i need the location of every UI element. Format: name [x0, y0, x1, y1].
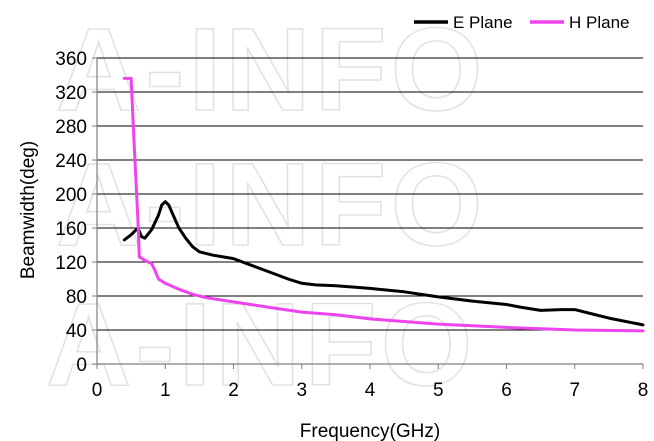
- x-tick-label-3: 3: [296, 380, 307, 401]
- watermark-text-1: A-INFO: [56, 4, 486, 136]
- y-tick-label-40: 40: [66, 321, 87, 342]
- x-tick-label-1: 1: [160, 380, 171, 401]
- watermark-text-2: A-INFO: [56, 139, 486, 271]
- tick-labels: 0 40 80 120 160 200 240 280 320 360 0 1 2 3 4 5 6 7 8: [55, 49, 648, 401]
- x-tick-label-5: 5: [433, 380, 444, 401]
- y-tick-label-360: 360: [55, 49, 87, 70]
- series-line-e-plane: [122, 200, 645, 327]
- legend: E Plane H Plane: [414, 13, 629, 32]
- series-lines: [122, 76, 645, 333]
- series-line-h-plane: [122, 76, 645, 333]
- y-tick-label-160: 160: [55, 219, 87, 240]
- legend-label-e-plane: E Plane: [453, 13, 513, 32]
- x-tick-label-8: 8: [638, 380, 649, 401]
- y-tick-label-200: 200: [55, 185, 87, 206]
- x-tick-label-2: 2: [228, 380, 239, 401]
- y-tick-label-80: 80: [66, 287, 87, 308]
- x-tick-label-6: 6: [501, 380, 512, 401]
- x-tick-label-0: 0: [92, 380, 103, 401]
- watermark-text-3: A-INFO: [46, 279, 476, 411]
- y-tick-label-120: 120: [55, 253, 87, 274]
- y-tick-label-320: 320: [55, 83, 87, 104]
- y-axis-title: Beamwidth(deg): [18, 141, 39, 279]
- y-tick-label-280: 280: [55, 117, 87, 138]
- legend-item-e-plane: E Plane: [414, 13, 513, 32]
- x-tick-label-4: 4: [365, 380, 376, 401]
- legend-item-h-plane: H Plane: [530, 13, 629, 32]
- axes: [92, 57, 644, 369]
- x-axis-title: Frequency(GHz): [300, 421, 440, 441]
- x-tick-label-7: 7: [569, 380, 580, 401]
- grid-lines: [97, 57, 643, 331]
- y-tick-label-240: 240: [55, 151, 87, 172]
- legend-label-h-plane: H Plane: [569, 13, 629, 32]
- y-tick-label-0: 0: [76, 355, 87, 376]
